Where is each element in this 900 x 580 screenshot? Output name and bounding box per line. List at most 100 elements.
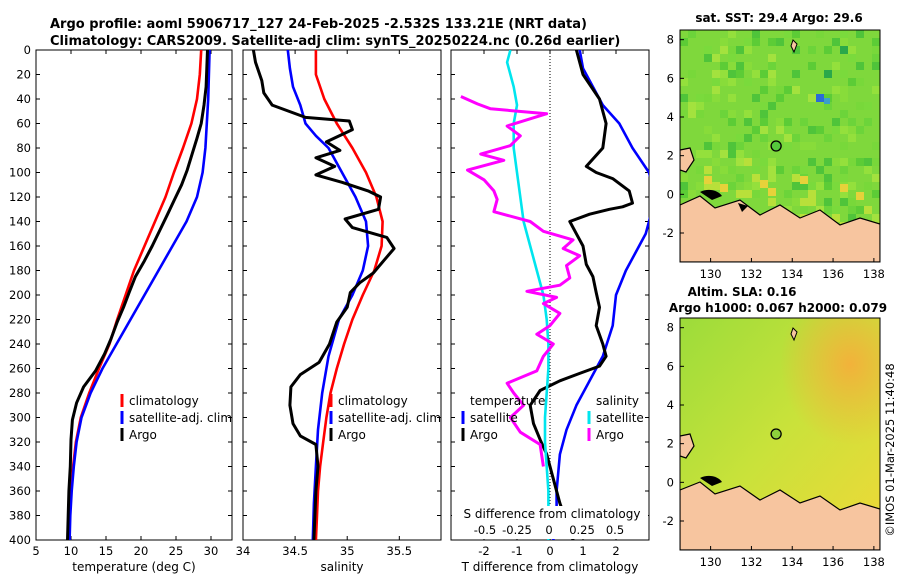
sst-cell [856,30,864,38]
sst-cell [784,126,792,134]
sst-cell [776,38,784,46]
land-new-guinea [680,481,880,550]
sst-cell [752,38,760,46]
sst-cell [832,38,840,46]
series-line-t-argo [528,50,634,540]
sst-cell [720,150,728,158]
sst-cell [856,206,864,214]
sst-cell [768,70,776,78]
sst-cell [720,62,728,70]
sst-cell [760,126,768,134]
sst-cell [744,190,752,198]
sst-cell [736,46,744,54]
depth-tick-label: 360 [9,484,31,498]
sst-cell [776,126,784,134]
figure-title-line2: Climatology: CARS2009. Satellite-adj cli… [50,34,620,49]
sst-cell [736,70,744,78]
sst-cell [728,30,736,38]
x-tick-label: 30 [204,544,219,558]
sst-cell [856,78,864,86]
sst-cell [832,126,840,134]
sst-cell [800,142,808,150]
sst-cell [800,166,808,174]
sla-map-panel: Altim. SLA: 0.16 Argo h1000: 0.067 h2000… [663,285,888,569]
sst-cell [872,62,880,70]
sst-cell [680,78,688,86]
sst-cell [824,198,832,206]
map-y-tick-label: 2 [667,437,674,451]
map-y-tick-label: 0 [667,187,674,201]
depth-tick-label: 200 [9,288,31,302]
sst-cell [872,174,880,182]
map-y-tick-label: 0 [667,475,674,489]
sst-cell [760,118,768,126]
sst-cell [848,118,856,126]
sst-cell [800,206,808,214]
series-line-argo [66,50,209,540]
sst-cell [760,102,768,110]
sst-cell [776,86,784,94]
difference-panel: -2 -1 0 1 2 T difference from climatology S … [450,49,650,574]
salinity-panel: 34 34.5 35 35.5 salinity climatology satell… [236,49,442,574]
map-x-tick-label: 136 [822,555,844,569]
salinity-xlabel: salinity [320,560,363,574]
legend-title-salinity: salinity [596,394,639,408]
sst-cell [816,94,824,102]
sst-cell [856,192,864,200]
depth-tick-label: 80 [16,141,31,155]
sst-cell [776,94,784,102]
legend-label-climatology: climatology [338,394,408,408]
sst-argo-position-marker [770,140,782,152]
sst-cell [752,166,760,174]
x-tick-label: 25 [169,544,184,558]
sst-cell [792,86,800,94]
map-x-tick-label: 138 [863,555,885,569]
sst-cell [768,166,776,174]
salinity-series [251,50,396,540]
map-y-tick-label: 6 [667,359,674,373]
sst-cell [728,94,736,102]
sst-cell [856,158,864,166]
sst-cell [752,190,760,198]
sst-cell [832,182,840,190]
sst-cell [768,54,776,62]
map-y-tick-label: -2 [663,226,674,240]
sst-cell [832,62,840,70]
difference-series [460,50,649,540]
figure-title-line1: Argo profile: aoml 5906717_127 24-Feb-20… [50,17,587,32]
sst-cell [792,30,800,38]
temperature-legend: climatology satellite-adj. clim Argo [120,394,232,442]
sst-cell [728,70,736,78]
sst-cell [752,70,760,78]
sst-cell [840,70,848,78]
map-x-tick-label: 136 [822,267,844,281]
sst-cell [768,62,776,70]
sst-cell [808,46,816,54]
sla-map-field [680,318,880,550]
sst-cell [712,134,720,142]
sst-cell [864,158,872,166]
sst-cell [720,46,728,54]
depth-tick-label: 280 [9,386,31,400]
depth-tick-label: 380 [9,509,31,523]
sst-cell [824,46,832,54]
difference-legend-temperature: temperature satellite Argo [461,394,545,442]
sst-cell [736,142,744,150]
salinity-ticks: 34 34.5 35 35.5 [236,49,441,558]
sst-cell [720,78,728,86]
sst-cell [832,118,840,126]
map-x-tick-label: 132 [740,267,762,281]
sst-cell [816,30,824,38]
depth-tick-label: 340 [9,460,31,474]
sst-cell [680,174,688,182]
sst-cell [792,46,800,54]
sst-cell [768,78,776,86]
sst-cell [864,166,872,174]
sst-cell [824,102,832,110]
depth-tick-label: 0 [24,43,31,57]
sst-cell [728,54,736,62]
sst-cell [720,110,728,118]
sst-cell [792,198,800,206]
x-tick-label: 0 [546,544,553,558]
